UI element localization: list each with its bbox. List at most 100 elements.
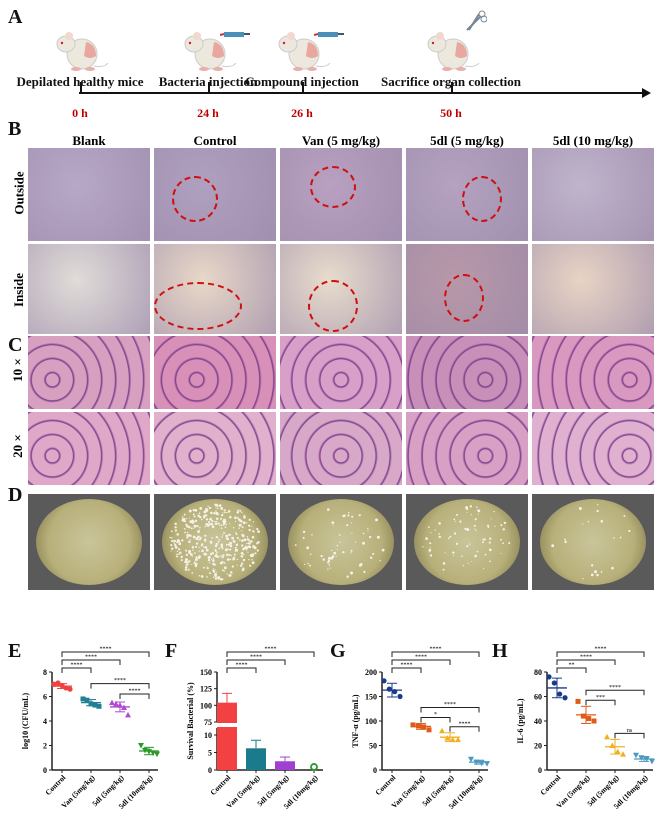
data-point — [586, 716, 591, 721]
histology-20x-photo — [280, 412, 402, 485]
group-header: 5dl (10 mg/kg) — [553, 133, 633, 149]
timeline-tick — [80, 82, 82, 92]
group-header: Van (5 mg/kg) — [302, 133, 380, 149]
data-point — [392, 689, 397, 694]
significance-label: **** — [129, 689, 141, 695]
significance-label: **** — [114, 678, 126, 684]
significance-label: **** — [236, 663, 248, 669]
y-tick-label: 100 — [200, 701, 212, 710]
mouse-illustration — [421, 28, 471, 73]
y-tick-label: 150 — [200, 668, 212, 677]
x-tick-label: Control — [538, 773, 562, 797]
significance-label: * — [434, 712, 437, 718]
significance-label: **** — [415, 655, 427, 661]
lesion-circle — [462, 176, 502, 222]
timeline-tick — [208, 82, 210, 92]
data-point — [557, 691, 562, 696]
data-point — [421, 724, 426, 729]
colonies — [540, 499, 646, 585]
row-label-inside: Inside — [11, 273, 27, 307]
significance-bracket — [392, 668, 421, 673]
skin-inside-photo — [406, 244, 528, 334]
y-tick-label: 20 — [534, 742, 542, 751]
group-header: Control — [193, 133, 236, 149]
significance-bracket — [392, 652, 479, 657]
data-point — [484, 761, 490, 767]
timeline-arrow-icon — [642, 88, 651, 98]
petri-dish — [36, 499, 142, 585]
data-point — [411, 722, 416, 727]
chart-e: 02468log10 (CFU/mL)ControlVan (5mg/kg)5d… — [0, 640, 165, 829]
colonies — [36, 499, 142, 585]
row-label-20x: 20 × — [10, 434, 26, 458]
significance-bracket — [586, 700, 615, 705]
row-label-10x: 10 × — [10, 358, 26, 382]
y-tick-label: 0 — [373, 766, 377, 775]
skin-outside-photo — [28, 148, 150, 241]
timeline-axis — [79, 92, 644, 94]
skin-outside-photo — [406, 148, 528, 241]
y-tick-label: 60 — [534, 693, 542, 702]
y-tick-label: 0 — [208, 766, 212, 775]
y-tick-label: 0 — [538, 766, 542, 775]
histology-20x-photo — [154, 412, 276, 485]
scissors-icon — [465, 10, 487, 37]
histology-10x-photo — [406, 336, 528, 409]
significance-bracket — [421, 717, 450, 722]
y-tick-label: 10 — [204, 731, 212, 740]
lesion-circle — [310, 166, 356, 208]
significance-bracket — [586, 690, 644, 695]
y-tick-label: 40 — [534, 717, 542, 726]
skin-inside-photo — [154, 244, 276, 334]
histology-10x-photo — [280, 336, 402, 409]
significance-label: *** — [596, 695, 605, 701]
data-point — [649, 759, 655, 765]
data-point — [397, 694, 402, 699]
panel-label-c: C — [8, 334, 22, 357]
y-tick-label: 200 — [365, 668, 377, 677]
histology-20x-photo — [406, 412, 528, 485]
significance-label: **** — [459, 721, 471, 727]
skin-outside-photo — [532, 148, 654, 241]
agar-plate-photo — [28, 494, 150, 590]
skin-outside-photo — [154, 148, 276, 241]
significance-bracket — [557, 660, 615, 665]
petri-dish — [288, 499, 394, 585]
colonies — [162, 499, 268, 585]
data-point — [381, 678, 386, 683]
data-point — [592, 719, 597, 724]
histology-10x-photo — [532, 336, 654, 409]
y-tick-label: 150 — [365, 693, 377, 702]
data-point — [604, 734, 610, 740]
histology-20x-photo — [532, 412, 654, 485]
bar — [217, 703, 237, 770]
data-point — [427, 727, 432, 732]
y-tick-label: 125 — [200, 685, 212, 694]
significance-label: **** — [609, 685, 621, 691]
significance-bracket — [62, 652, 149, 657]
significance-bracket — [450, 727, 479, 732]
syringe-icon — [314, 28, 344, 46]
data-point — [67, 687, 72, 692]
significance-label: **** — [85, 655, 97, 661]
data-point — [615, 749, 621, 755]
data-point — [620, 751, 626, 757]
skin-inside-photo — [532, 244, 654, 334]
significance-label: ** — [569, 663, 575, 669]
x-tick-label: Control — [43, 773, 67, 797]
significance-label: **** — [444, 702, 456, 708]
significance-label: ns — [627, 728, 633, 734]
colonies — [414, 499, 520, 585]
data-point — [416, 723, 421, 728]
agar-plate-photo — [406, 494, 528, 590]
data-point — [154, 752, 160, 758]
agar-plate-photo — [154, 494, 276, 590]
row-label-outside: Outside — [12, 171, 28, 214]
significance-bracket — [227, 668, 256, 673]
timeline-tick — [451, 82, 453, 92]
agar-plate-photo — [532, 494, 654, 590]
lesion-circle — [444, 274, 484, 322]
skin-outside-photo — [280, 148, 402, 241]
data-point — [468, 757, 474, 763]
